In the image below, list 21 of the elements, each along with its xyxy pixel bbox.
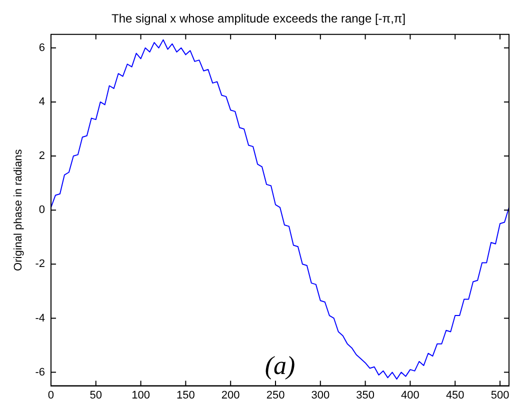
y-tick-label: -4 <box>35 312 45 324</box>
y-tick-label: -2 <box>35 258 45 270</box>
x-tick-label: 0 <box>48 389 54 402</box>
y-tick-label: -6 <box>35 366 45 378</box>
x-tick-label: 500 <box>490 389 510 402</box>
y-tick-label: 0 <box>38 204 45 216</box>
x-tick-label: 200 <box>221 389 240 402</box>
x-tick-label: 400 <box>401 389 420 402</box>
x-tick-label: 50 <box>90 389 102 402</box>
chart-title: The signal x whose amplitude exceeds the range [-π,π] <box>111 12 406 26</box>
x-tick-label: 450 <box>446 389 464 402</box>
x-tick-label: 350 <box>356 389 374 402</box>
y-tick-label: 6 <box>38 42 45 54</box>
y-axis-title: Original phase in radians <box>12 148 25 271</box>
y-tick-label: 4 <box>38 96 45 108</box>
x-tick-label: 250 <box>266 389 285 402</box>
x-tick-label: 300 <box>311 389 330 402</box>
annotation: (a) <box>264 350 296 380</box>
y-tick-label: 2 <box>38 150 45 162</box>
x-tick-label: 150 <box>176 389 195 402</box>
x-tick-label: 100 <box>132 389 150 402</box>
